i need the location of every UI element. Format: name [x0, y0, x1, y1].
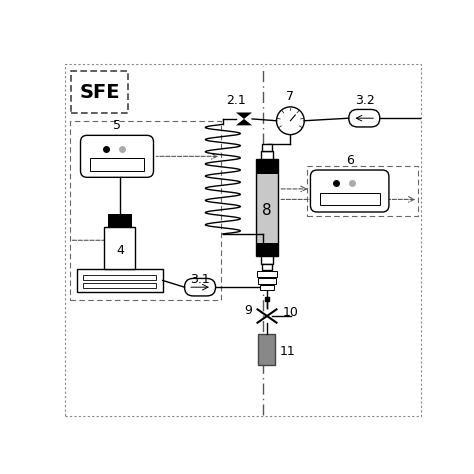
- Text: SFE: SFE: [80, 83, 120, 102]
- Polygon shape: [236, 112, 252, 119]
- Text: 11: 11: [279, 345, 295, 358]
- Bar: [258, 278, 276, 283]
- Bar: [263, 264, 272, 270]
- Bar: [255, 243, 278, 256]
- Bar: [90, 158, 145, 171]
- Bar: [261, 151, 273, 159]
- Text: 4: 4: [116, 244, 124, 257]
- Bar: [261, 256, 273, 264]
- Bar: [255, 159, 278, 256]
- Bar: [83, 275, 156, 280]
- Polygon shape: [236, 119, 252, 125]
- Bar: [307, 166, 418, 216]
- Bar: [108, 214, 132, 227]
- Text: 7: 7: [286, 90, 294, 103]
- Bar: [257, 334, 275, 365]
- Text: 8: 8: [262, 203, 272, 218]
- Bar: [83, 283, 156, 288]
- Bar: [255, 159, 278, 174]
- Text: 5: 5: [113, 119, 121, 132]
- Bar: [72, 72, 128, 113]
- Bar: [70, 121, 221, 300]
- FancyBboxPatch shape: [184, 278, 216, 296]
- Text: 2.1: 2.1: [227, 94, 246, 107]
- Text: 6: 6: [346, 155, 354, 167]
- Text: 3.2: 3.2: [355, 94, 374, 107]
- Bar: [255, 170, 278, 245]
- Bar: [104, 227, 135, 269]
- Text: 10: 10: [283, 306, 299, 319]
- Bar: [257, 271, 277, 277]
- FancyBboxPatch shape: [81, 136, 154, 177]
- Circle shape: [276, 107, 304, 135]
- Bar: [77, 269, 163, 292]
- Text: 3.1: 3.1: [191, 273, 210, 286]
- Bar: [263, 145, 272, 151]
- FancyBboxPatch shape: [349, 109, 380, 127]
- Text: 9: 9: [244, 304, 252, 317]
- Bar: [260, 285, 274, 290]
- FancyBboxPatch shape: [310, 170, 389, 212]
- Bar: [319, 192, 380, 205]
